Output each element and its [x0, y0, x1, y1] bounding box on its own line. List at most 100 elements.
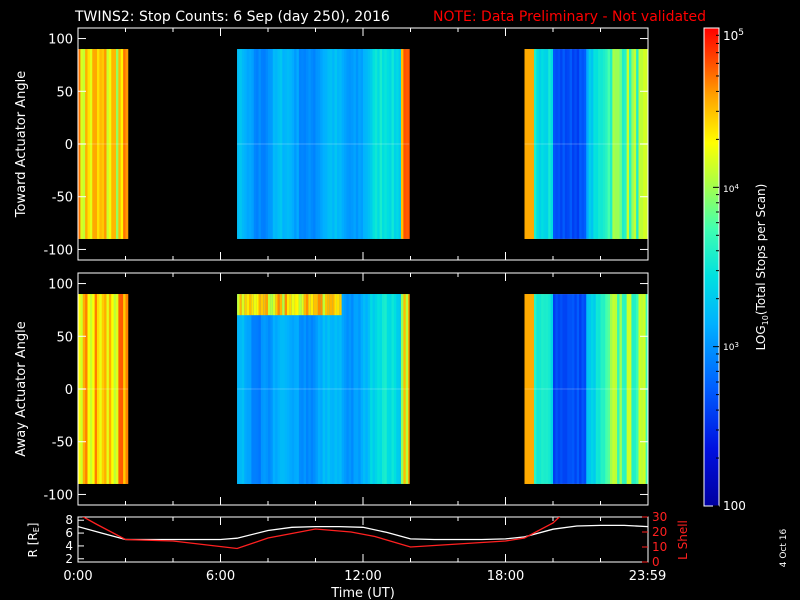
- heatmap-column: [355, 294, 359, 484]
- heatmap-column: [524, 294, 528, 484]
- heatmap-column: [275, 49, 278, 239]
- heatmap-column: [638, 49, 642, 239]
- heatmap-column: [367, 294, 371, 484]
- heatmap-column: [629, 294, 632, 484]
- heatmap-column: [291, 294, 295, 484]
- heatmap-column: [631, 49, 635, 239]
- heatmap-column: [237, 49, 240, 239]
- heatmap-column: [258, 294, 262, 484]
- heatmap-column: [118, 49, 122, 239]
- heatmap-band: [301, 294, 305, 316]
- heatmap-column: [125, 49, 129, 239]
- lshell-tick-label: 20: [652, 525, 667, 539]
- heatmap-column: [263, 49, 267, 239]
- heatmap-column: [111, 49, 115, 239]
- heatmap-column: [624, 294, 628, 484]
- heatmap-column: [555, 294, 559, 484]
- away-heatmap: [78, 294, 648, 484]
- heatmap-column: [89, 49, 93, 239]
- heatmap-band: [279, 294, 283, 316]
- lshell-axis-label: L Shell: [676, 520, 690, 560]
- heatmap-column: [619, 49, 623, 239]
- heatmap-column: [526, 294, 530, 484]
- heatmap-column: [303, 49, 307, 239]
- heatmap-column: [560, 294, 563, 484]
- r-tick-label: 2: [65, 552, 73, 566]
- heatmap-column: [265, 49, 269, 239]
- colorbar-gradient: [703, 27, 720, 507]
- heatmap-column: [564, 49, 568, 239]
- heatmap-column: [249, 49, 252, 239]
- heatmap-column: [569, 294, 573, 484]
- colorbar: 105 104 103 100 LOG10(Total Stops per Sc…: [703, 27, 770, 513]
- heatmap-column: [581, 294, 585, 484]
- heatmap-column: [336, 294, 340, 484]
- heatmap-column: [401, 294, 404, 484]
- heatmap-column: [253, 49, 257, 239]
- heatmap-column: [588, 49, 592, 239]
- heatmap-column: [377, 294, 381, 484]
- heatmap-column: [346, 49, 350, 239]
- heatmap-column: [379, 294, 383, 484]
- heatmap-column: [379, 49, 383, 239]
- heatmap-column: [382, 49, 385, 239]
- heatmap-band: [282, 294, 286, 316]
- heatmap-band: [258, 294, 262, 316]
- heatmap-band: [334, 294, 338, 316]
- heatmap-band: [246, 294, 250, 316]
- heatmap-column: [548, 49, 552, 239]
- time-tick-label: 23:59: [629, 569, 666, 584]
- heatmap-band: [332, 294, 335, 316]
- heatmap-column: [386, 294, 390, 484]
- heatmap-band: [336, 294, 340, 316]
- heatmap-column: [341, 49, 345, 239]
- heatmap-column: [557, 294, 561, 484]
- heatmap-column: [538, 294, 542, 484]
- heatmap-column: [325, 294, 328, 484]
- lshell-line: [82, 517, 561, 550]
- heatmap-column: [610, 49, 613, 239]
- colorbar-ticks: [713, 34, 719, 507]
- colorbar-tick-1e3: 103: [723, 341, 739, 353]
- heatmap-column: [313, 49, 316, 239]
- heatmap-column: [108, 49, 112, 239]
- heatmap-column: [346, 294, 350, 484]
- heatmap-column: [607, 294, 611, 484]
- heatmap-column: [602, 294, 606, 484]
- heatmap-band: [244, 294, 248, 316]
- heatmap-column: [621, 49, 625, 239]
- heatmap-column: [534, 49, 537, 239]
- heatmap-zero-streak: [524, 388, 648, 390]
- heatmap-column: [586, 49, 590, 239]
- time-axis-label: Time (UT): [330, 586, 395, 600]
- heatmap-column: [351, 49, 354, 239]
- heatmap-column: [553, 49, 556, 239]
- heatmap-column: [557, 49, 561, 239]
- heatmap-column: [306, 49, 309, 239]
- r-tick-label: 8: [65, 513, 73, 527]
- heatmap-column: [239, 294, 243, 484]
- heatmap-column: [562, 49, 566, 239]
- heatmap-column: [529, 49, 533, 239]
- heatmap-column: [629, 49, 632, 239]
- heatmap-column: [282, 294, 286, 484]
- heatmap-column: [524, 49, 528, 239]
- heatmap-column: [636, 294, 639, 484]
- heatmap-column: [384, 49, 388, 239]
- heatmap-column: [550, 49, 554, 239]
- heatmap-column: [279, 49, 283, 239]
- heatmap-zero-streak: [78, 143, 128, 145]
- heatmap-band: [327, 294, 331, 316]
- heatmap-column: [598, 49, 601, 239]
- heatmap-band: [289, 294, 293, 316]
- heatmap-column: [531, 49, 535, 239]
- heatmap-column: [294, 294, 297, 484]
- heatmap-column: [633, 49, 637, 239]
- heatmap-column: [301, 49, 305, 239]
- ytick-label: 100: [48, 33, 73, 48]
- heatmap-column: [113, 294, 117, 484]
- heatmap-column: [529, 294, 533, 484]
- heatmap-column: [370, 49, 373, 239]
- heatmap-column: [398, 294, 402, 484]
- colorbar-tick-1e4: 104: [723, 183, 739, 195]
